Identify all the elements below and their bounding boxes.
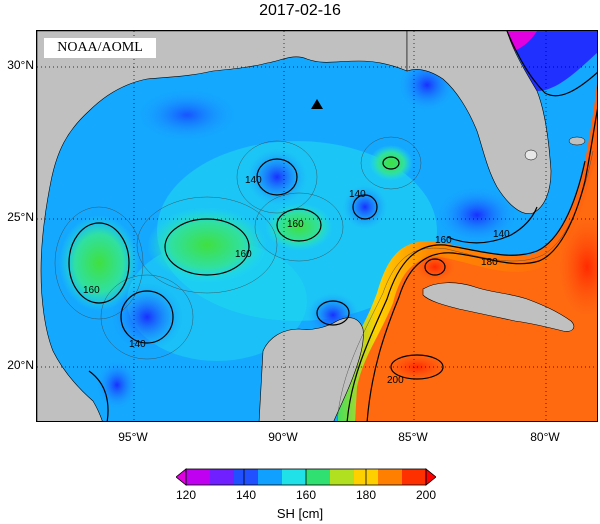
map-title: 2017-02-16 bbox=[259, 2, 341, 19]
land-island bbox=[524, 149, 538, 161]
atlantic-low bbox=[507, 31, 597, 91]
contour-label-group: 160 160 160 140 140 140 160 140 180 200 bbox=[83, 175, 510, 386]
warm-core bbox=[559, 217, 597, 317]
cold-eddy bbox=[111, 283, 183, 351]
contour-lines-bold bbox=[68, 31, 597, 421]
land-yucatan bbox=[258, 317, 364, 421]
lat-label: 25°N bbox=[7, 210, 34, 224]
cold-eddy bbox=[247, 149, 307, 205]
contour-label: 160 bbox=[435, 235, 452, 246]
land-island bbox=[568, 136, 586, 146]
warm-core bbox=[415, 253, 455, 281]
lat-label: 30°N bbox=[7, 58, 34, 72]
land-us-mexico-west bbox=[37, 31, 408, 421]
contour-label: 180 bbox=[481, 257, 498, 268]
contour-label: 140 bbox=[493, 229, 510, 240]
colorbar-tick: 140 bbox=[235, 488, 257, 502]
graticule bbox=[37, 31, 597, 421]
colorbar-label: SH [cm] bbox=[276, 506, 324, 521]
warm-eddy bbox=[147, 207, 267, 283]
contour-lines-thin bbox=[54, 136, 594, 421]
contour-label: 140 bbox=[245, 175, 262, 186]
contour-label: 140 bbox=[129, 339, 146, 350]
colorbar-high-arrow bbox=[425, 468, 436, 486]
warm-eddy bbox=[59, 215, 139, 311]
contour-label: 140 bbox=[349, 189, 366, 200]
sea-height-map: 160 160 160 140 140 140 160 140 180 200 bbox=[36, 30, 598, 422]
atlantic-minimum bbox=[507, 31, 537, 51]
warm-eddy bbox=[369, 145, 413, 181]
colorbar-tick: 120 bbox=[175, 488, 197, 502]
land-cuba bbox=[422, 282, 575, 332]
lon-label: 80°W bbox=[530, 430, 560, 444]
triangle-marker bbox=[311, 99, 323, 109]
credit-label: NOAA/AOML bbox=[44, 38, 156, 58]
colorbar-tick: 160 bbox=[295, 488, 317, 502]
lon-label: 90°W bbox=[268, 430, 298, 444]
cold-eddy bbox=[97, 361, 137, 409]
colorbar-tick: 200 bbox=[415, 488, 437, 502]
contour-label: 160 bbox=[83, 285, 100, 296]
colorbar-low-arrow bbox=[176, 468, 187, 486]
colorbar bbox=[176, 468, 436, 486]
lon-label: 85°W bbox=[398, 430, 428, 444]
contour-label: 160 bbox=[235, 249, 252, 260]
colorbar-tick: 180 bbox=[355, 488, 377, 502]
lon-label: 95°W bbox=[118, 430, 148, 444]
land-florida bbox=[406, 31, 552, 214]
lat-label: 20°N bbox=[7, 358, 34, 372]
contour-label: 160 bbox=[287, 219, 304, 230]
cold-eddy bbox=[137, 89, 237, 141]
contour-label: 200 bbox=[387, 375, 404, 386]
cold-eddy bbox=[437, 187, 517, 243]
cold-eddy bbox=[343, 185, 387, 229]
